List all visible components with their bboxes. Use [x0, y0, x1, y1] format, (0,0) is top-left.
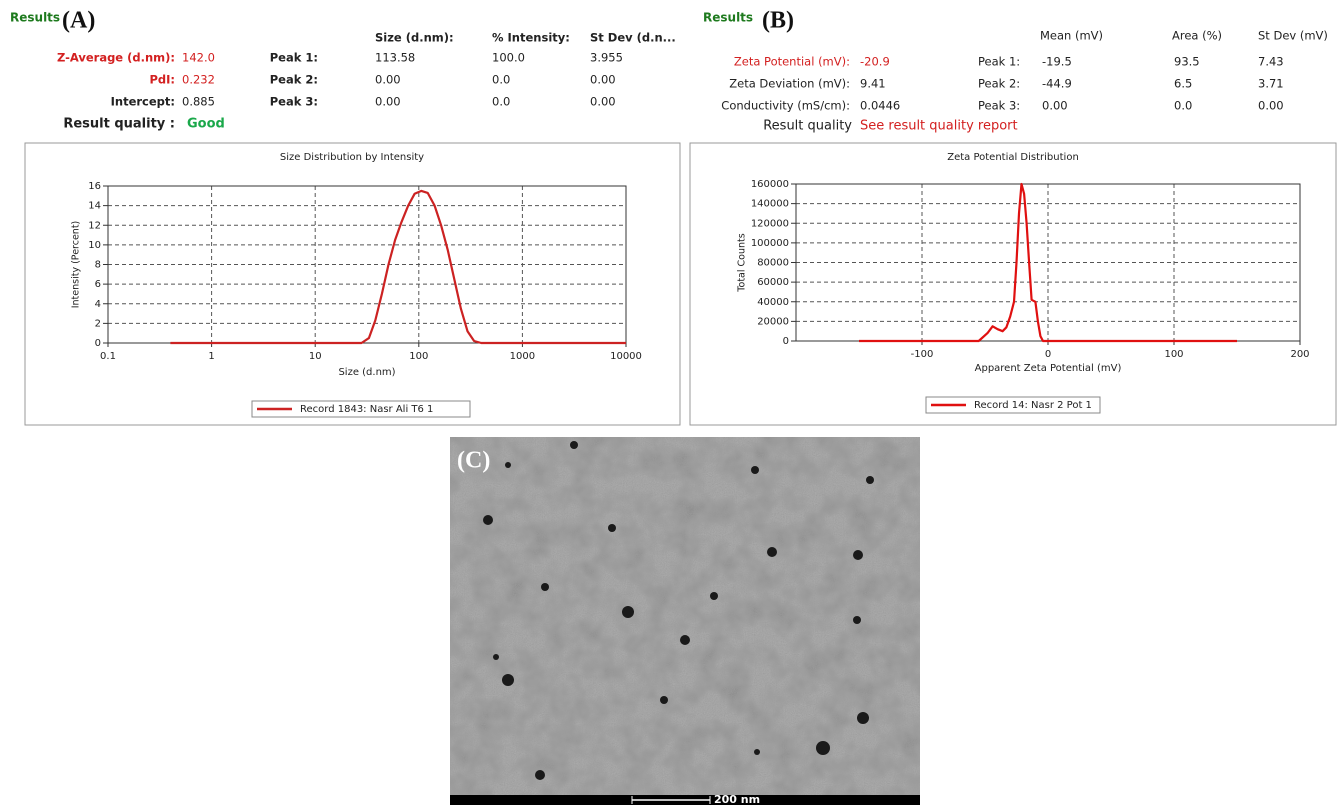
summary-label: Z-Average (d.nm): — [57, 51, 175, 65]
y-tick-label: 0 — [95, 338, 101, 349]
y-tick-label: 10 — [88, 240, 101, 251]
x-axis-label: Size (d.nm) — [338, 367, 395, 378]
peak-value: 0.0 — [492, 73, 510, 87]
y-axis-label: Intensity (Percent) — [71, 221, 82, 309]
peak-value: -44.9 — [1042, 77, 1072, 91]
peak-value: 0.00 — [1042, 99, 1068, 113]
summary-value: 9.41 — [860, 77, 886, 91]
peak-label: Peak 3: — [270, 95, 318, 109]
legend-box — [925, 396, 1101, 414]
y-tick-label: 12 — [88, 220, 101, 231]
y-tick-label: 14 — [88, 201, 101, 212]
y-tick-label: 8 — [95, 260, 101, 271]
peak-value: 0.00 — [1258, 99, 1284, 113]
peak-value: 3.71 — [1258, 77, 1284, 91]
summary-label: PdI: — [149, 73, 175, 87]
y-tick-label: 40000 — [757, 297, 789, 308]
summary-value: 0.232 — [182, 73, 215, 87]
data-line — [170, 189, 626, 345]
image-texture — [450, 437, 920, 805]
chart-title: Size Distribution by Intensity — [280, 152, 424, 163]
panel-label: (A) — [62, 8, 95, 34]
x-tick-label: 100 — [1164, 349, 1183, 360]
summary-label: Zeta Potential (mV): — [734, 55, 850, 69]
peak-value: 0.00 — [590, 73, 616, 87]
summary-value: Good — [187, 117, 225, 132]
summary-label: Result quality : — [63, 117, 175, 132]
y-tick-label: 20000 — [757, 316, 789, 327]
peak-label: Peak 2: — [978, 77, 1020, 91]
chart-frame — [689, 142, 1337, 426]
peak-value: 0.0 — [492, 95, 510, 109]
y-tick-label: 60000 — [757, 277, 789, 288]
x-tick-label: 0.1 — [100, 351, 116, 362]
peak-value: -19.5 — [1042, 55, 1072, 69]
y-tick-label: 0 — [783, 336, 789, 347]
tem-image: 200 nm (C) — [450, 437, 920, 805]
legend-label: Record 14: Nasr 2 Pot 1 — [974, 400, 1092, 411]
y-tick-label: 80000 — [757, 258, 789, 269]
y-axis-label: Total Counts — [737, 233, 748, 292]
peak-value: 113.58 — [375, 51, 415, 65]
summary-value: 0.0446 — [860, 99, 900, 113]
column-header: Area (%) — [1172, 29, 1222, 43]
peak-label: Peak 1: — [978, 55, 1020, 69]
x-tick-label: -100 — [911, 349, 934, 360]
column-header: Mean (mV) — [1040, 29, 1103, 43]
peak-label: Peak 1: — [270, 51, 318, 65]
y-tick-label: 6 — [95, 279, 101, 290]
peak-value: 0.00 — [375, 95, 401, 109]
peak-value: 0.0 — [1174, 99, 1192, 113]
x-tick-label: 0 — [1045, 349, 1051, 360]
y-tick-label: 2 — [95, 318, 101, 329]
x-tick-label: 1 — [208, 351, 214, 362]
summary-label: Intercept: — [111, 95, 175, 109]
y-tick-label: 16 — [88, 181, 101, 192]
x-tick-label: 200 — [1290, 349, 1309, 360]
plot-frame — [107, 185, 627, 344]
summary-label: Zeta Deviation (mV): — [729, 77, 850, 91]
peak-label: Peak 3: — [978, 99, 1020, 113]
legend-box — [251, 400, 471, 418]
y-tick-label: 120000 — [751, 218, 789, 229]
peak-label: Peak 2: — [270, 73, 318, 87]
peak-value: 6.5 — [1174, 77, 1192, 91]
particles — [483, 441, 874, 780]
results-label: Results — [10, 11, 60, 25]
panel-label: (B) — [762, 8, 794, 34]
chart-frame — [24, 142, 681, 426]
peak-value: 0.00 — [375, 73, 401, 87]
column-header: Size (d.nm): — [375, 31, 454, 45]
peak-value: 93.5 — [1174, 55, 1200, 69]
column-header: % Intensity: — [492, 31, 570, 45]
x-tick-label: 10000 — [610, 351, 642, 362]
data-line — [859, 182, 1237, 343]
x-axis-label: Apparent Zeta Potential (mV) — [975, 363, 1122, 374]
legend-label: Record 1843: Nasr Ali T6 1 — [300, 404, 433, 415]
column-header: St Dev (mV) — [1258, 29, 1328, 43]
column-header: St Dev (d.n... — [590, 31, 676, 45]
scale-label: 200 nm — [714, 793, 760, 805]
summary-label: Result quality — [763, 119, 852, 134]
results-label: Results — [703, 11, 753, 25]
x-tick-label: 100 — [409, 351, 428, 362]
panel-label: (C) — [457, 448, 490, 474]
summary-value: 142.0 — [182, 51, 215, 65]
peak-value: 7.43 — [1258, 55, 1284, 69]
peak-value: 100.0 — [492, 51, 525, 65]
summary-label: Conductivity (mS/cm): — [721, 99, 850, 113]
y-tick-label: 100000 — [751, 238, 789, 249]
peak-value: 0.00 — [590, 95, 616, 109]
peak-value: 3.955 — [590, 51, 623, 65]
summary-value: -20.9 — [860, 55, 890, 69]
y-tick-label: 160000 — [751, 179, 789, 190]
x-tick-label: 10 — [309, 351, 322, 362]
y-tick-label: 4 — [95, 299, 101, 310]
summary-value: 0.885 — [182, 95, 215, 109]
summary-value: See result quality report — [860, 119, 1018, 134]
x-tick-label: 1000 — [510, 351, 535, 362]
y-tick-label: 140000 — [751, 199, 789, 210]
chart-title: Zeta Potential Distribution — [947, 152, 1079, 163]
